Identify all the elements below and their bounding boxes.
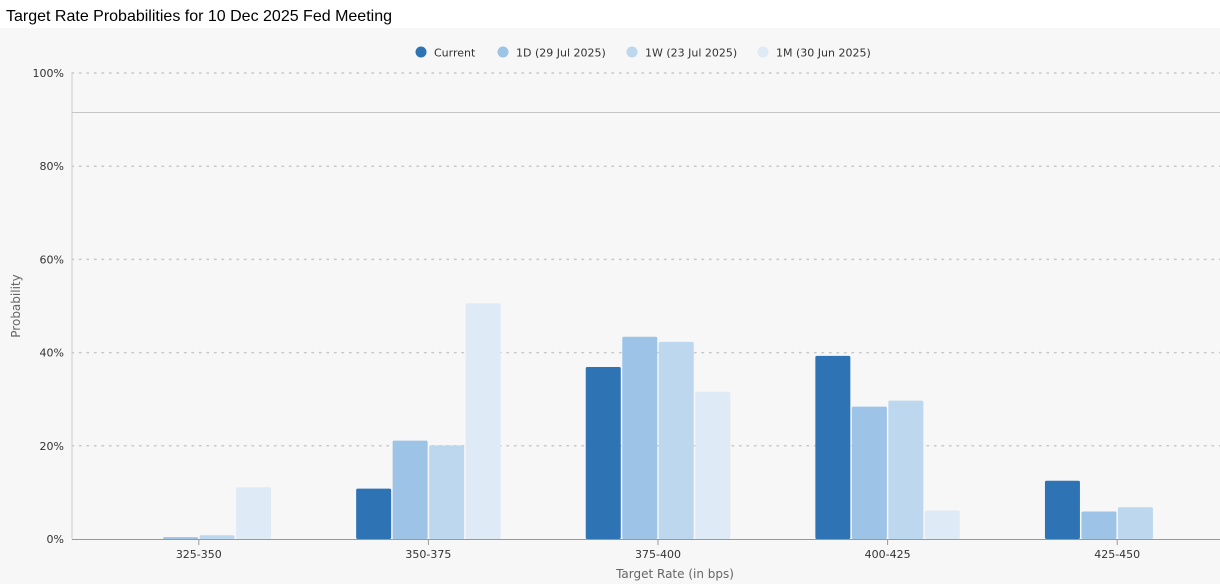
legend-marker	[415, 46, 427, 58]
legend-marker	[497, 46, 509, 58]
bar[interactable]	[622, 336, 658, 539]
legend-label: 1M (30 Jun 2025)	[776, 47, 871, 60]
grid-lines	[71, 72, 1220, 540]
bar[interactable]	[199, 535, 235, 539]
bar[interactable]	[356, 488, 392, 539]
y-axis-label: Probability	[9, 274, 23, 337]
legend[interactable]: Current 1D (29 Jul 2025) 1W (23 Jul 2025) 1…	[415, 46, 871, 60]
bar[interactable]	[815, 355, 851, 539]
x-tick-label: 400-425	[865, 548, 911, 561]
legend-item[interactable]: 1M (30 Jun 2025)	[757, 46, 871, 60]
x-tick-label: 425-450	[1094, 548, 1140, 561]
chart-title: Target Rate Probabilities for 10 Dec 202…	[6, 8, 392, 25]
x-axis-ticks: 325-350 350-375 375-400 400-425 425-450	[176, 539, 1140, 561]
y-tick-label: 20%	[40, 440, 64, 453]
bar[interactable]	[1081, 511, 1117, 539]
bar[interactable]	[851, 406, 887, 539]
x-axis-label: Target Rate (in bps)	[615, 567, 734, 581]
bar[interactable]	[695, 391, 731, 539]
y-tick-label: 100%	[33, 67, 64, 80]
y-axis-ticks: 0% 20% 40% 60% 80% 100%	[33, 67, 64, 546]
bar[interactable]	[585, 367, 621, 539]
x-tick-label: 350-375	[405, 548, 451, 561]
y-tick-label: 80%	[40, 160, 64, 173]
bar[interactable]	[163, 537, 199, 539]
bar[interactable]	[1117, 507, 1153, 539]
legend-marker	[757, 46, 769, 58]
x-tick-label: 325-350	[176, 548, 222, 561]
bar[interactable]	[888, 400, 924, 539]
bar[interactable]	[236, 487, 272, 539]
bar[interactable]	[465, 303, 501, 539]
bar[interactable]	[392, 440, 428, 539]
x-tick-label: 375-400	[635, 548, 681, 561]
y-tick-label: 0%	[47, 533, 64, 546]
legend-label: Current	[434, 47, 476, 60]
y-tick-label: 40%	[40, 347, 64, 360]
bar[interactable]	[658, 341, 694, 539]
legend-item[interactable]: Current	[415, 46, 477, 60]
legend-label: 1D (29 Jul 2025)	[516, 47, 606, 60]
legend-label: 1W (23 Jul 2025)	[645, 47, 737, 60]
legend-item[interactable]: 1W (23 Jul 2025)	[626, 46, 738, 60]
bar[interactable]	[1044, 480, 1080, 539]
legend-item[interactable]: 1D (29 Jul 2025)	[497, 46, 606, 60]
bars	[163, 303, 1153, 539]
legend-marker	[626, 46, 638, 58]
bar[interactable]	[429, 445, 465, 539]
bar[interactable]	[924, 510, 960, 539]
y-tick-label: 60%	[40, 253, 64, 266]
